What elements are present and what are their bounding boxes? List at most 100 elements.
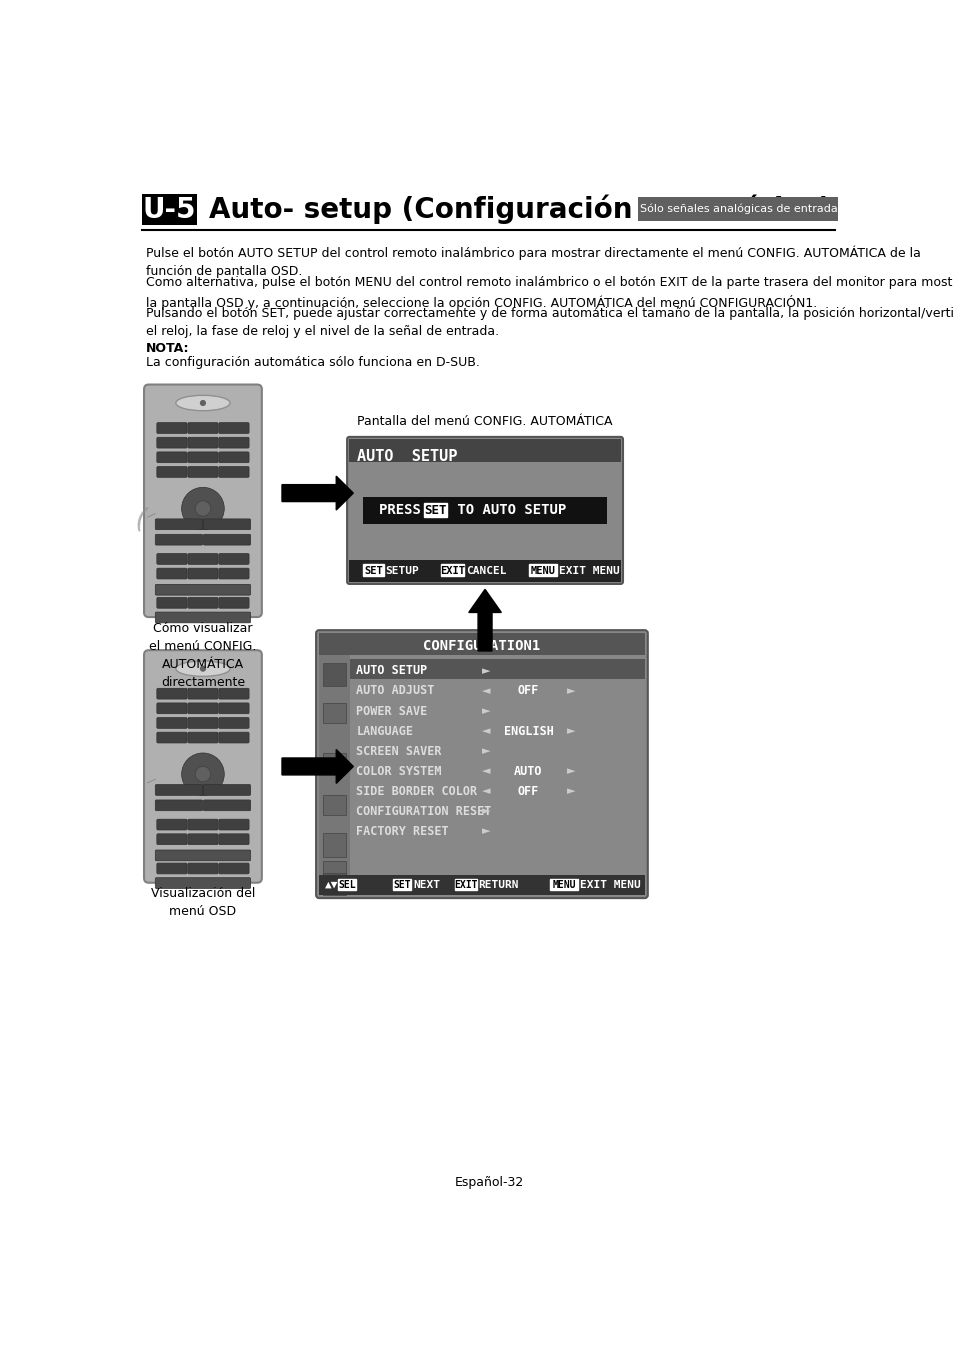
Text: ►: ► xyxy=(566,786,575,796)
Text: RETURN: RETURN xyxy=(477,880,518,890)
FancyBboxPatch shape xyxy=(218,703,249,714)
FancyBboxPatch shape xyxy=(315,630,647,898)
Text: TO AUTO SETUP: TO AUTO SETUP xyxy=(448,504,565,517)
FancyBboxPatch shape xyxy=(218,863,249,873)
Bar xyxy=(323,752,346,772)
Text: Pantalla del menú CONFIG. AUTOMÁTICA: Pantalla del menú CONFIG. AUTOMÁTICA xyxy=(357,416,612,428)
Text: EXIT MENU: EXIT MENU xyxy=(579,880,639,890)
Text: ►: ► xyxy=(481,747,490,756)
Text: ►: ► xyxy=(481,826,490,836)
FancyBboxPatch shape xyxy=(156,863,187,873)
Text: ►: ► xyxy=(481,706,490,716)
Text: SIDE BORDER COLOR: SIDE BORDER COLOR xyxy=(356,784,477,798)
Bar xyxy=(323,861,346,884)
Text: ►: ► xyxy=(566,686,575,697)
Text: LANGUAGE: LANGUAGE xyxy=(356,725,413,737)
Text: CONFIGURATION1: CONFIGURATION1 xyxy=(423,639,540,652)
Text: COLOR SYSTEM: COLOR SYSTEM xyxy=(356,764,441,778)
Text: MENU: MENU xyxy=(530,566,555,576)
Text: SET: SET xyxy=(424,504,446,517)
FancyBboxPatch shape xyxy=(188,718,218,729)
Text: EXIT: EXIT xyxy=(454,880,476,890)
Text: CANCEL: CANCEL xyxy=(465,566,506,576)
FancyBboxPatch shape xyxy=(156,452,187,463)
Bar xyxy=(349,439,620,462)
Ellipse shape xyxy=(195,767,211,782)
Bar xyxy=(319,655,350,875)
FancyBboxPatch shape xyxy=(203,801,251,811)
FancyBboxPatch shape xyxy=(218,423,249,433)
FancyBboxPatch shape xyxy=(188,452,218,463)
FancyBboxPatch shape xyxy=(188,688,218,699)
FancyBboxPatch shape xyxy=(156,834,187,845)
Bar xyxy=(323,663,346,686)
FancyBboxPatch shape xyxy=(218,467,249,478)
FancyBboxPatch shape xyxy=(203,518,251,529)
FancyBboxPatch shape xyxy=(155,518,202,529)
Bar xyxy=(323,873,346,895)
Bar xyxy=(440,564,464,576)
Text: ◄: ◄ xyxy=(481,726,490,736)
FancyArrow shape xyxy=(282,477,353,510)
FancyBboxPatch shape xyxy=(218,819,249,830)
FancyBboxPatch shape xyxy=(155,612,251,622)
Text: La configuración automática sólo funciona en D-SUB.: La configuración automática sólo funcion… xyxy=(146,356,479,369)
FancyArrow shape xyxy=(282,749,353,783)
FancyBboxPatch shape xyxy=(188,598,218,609)
Text: (: ( xyxy=(131,505,151,535)
FancyBboxPatch shape xyxy=(188,703,218,714)
Text: MENU: MENU xyxy=(552,880,576,890)
Ellipse shape xyxy=(181,487,224,529)
Bar xyxy=(323,833,346,856)
FancyBboxPatch shape xyxy=(188,554,218,564)
FancyBboxPatch shape xyxy=(188,732,218,742)
FancyBboxPatch shape xyxy=(155,784,202,795)
Ellipse shape xyxy=(175,396,230,410)
Text: AUTO: AUTO xyxy=(514,764,542,778)
Bar xyxy=(638,197,838,220)
Text: Pulse el botón AUTO SETUP del control remoto inalámbrico para mostrar directamen: Pulse el botón AUTO SETUP del control re… xyxy=(146,246,921,278)
Text: NEXT: NEXT xyxy=(414,880,440,890)
Bar xyxy=(319,633,644,655)
FancyBboxPatch shape xyxy=(347,437,622,585)
FancyBboxPatch shape xyxy=(188,863,218,873)
Text: SET: SET xyxy=(364,566,382,576)
Bar xyxy=(550,879,578,890)
Text: ◄: ◄ xyxy=(481,686,490,697)
FancyBboxPatch shape xyxy=(218,688,249,699)
Text: ▲▼: ▲▼ xyxy=(325,880,338,890)
Text: Visualización del
menú OSD: Visualización del menú OSD xyxy=(151,887,254,918)
Text: SCREEN SAVER: SCREEN SAVER xyxy=(356,745,441,757)
Bar xyxy=(323,702,346,722)
Ellipse shape xyxy=(195,501,211,516)
FancyBboxPatch shape xyxy=(156,554,187,564)
Bar xyxy=(349,560,620,582)
Text: CONFIGURATION RESET: CONFIGURATION RESET xyxy=(356,805,491,818)
FancyBboxPatch shape xyxy=(144,385,261,617)
FancyBboxPatch shape xyxy=(155,878,251,888)
Text: SETUP: SETUP xyxy=(385,566,418,576)
Text: OFF: OFF xyxy=(517,784,538,798)
Text: ►: ► xyxy=(566,726,575,736)
Text: Pulsando el botón SET, puede ajustar correctamente y de forma automática el tama: Pulsando el botón SET, puede ajustar cor… xyxy=(146,306,953,338)
FancyBboxPatch shape xyxy=(155,585,251,595)
Text: AUTO SETUP: AUTO SETUP xyxy=(356,664,427,678)
FancyBboxPatch shape xyxy=(218,568,249,579)
FancyBboxPatch shape xyxy=(156,703,187,714)
Text: ◄: ◄ xyxy=(481,786,490,796)
Text: U-5: U-5 xyxy=(143,196,196,224)
FancyBboxPatch shape xyxy=(144,651,261,883)
Text: Cómo visualizar
el menú CONFIG.
AUTOMÁTICA
directamente: Cómo visualizar el menú CONFIG. AUTOMÁTI… xyxy=(149,622,256,688)
Text: Español-32: Español-32 xyxy=(454,1176,523,1189)
FancyBboxPatch shape xyxy=(155,535,202,545)
Text: Sólo señales analógicas de entrada: Sólo señales analógicas de entrada xyxy=(639,204,837,215)
FancyBboxPatch shape xyxy=(156,423,187,433)
FancyBboxPatch shape xyxy=(156,718,187,729)
Text: NOTA:: NOTA: xyxy=(146,342,190,355)
FancyArrow shape xyxy=(468,590,500,651)
FancyBboxPatch shape xyxy=(218,732,249,742)
Text: EXIT MENU: EXIT MENU xyxy=(558,566,618,576)
Text: SEL: SEL xyxy=(338,880,355,890)
Bar xyxy=(323,795,346,815)
FancyBboxPatch shape xyxy=(156,437,187,448)
